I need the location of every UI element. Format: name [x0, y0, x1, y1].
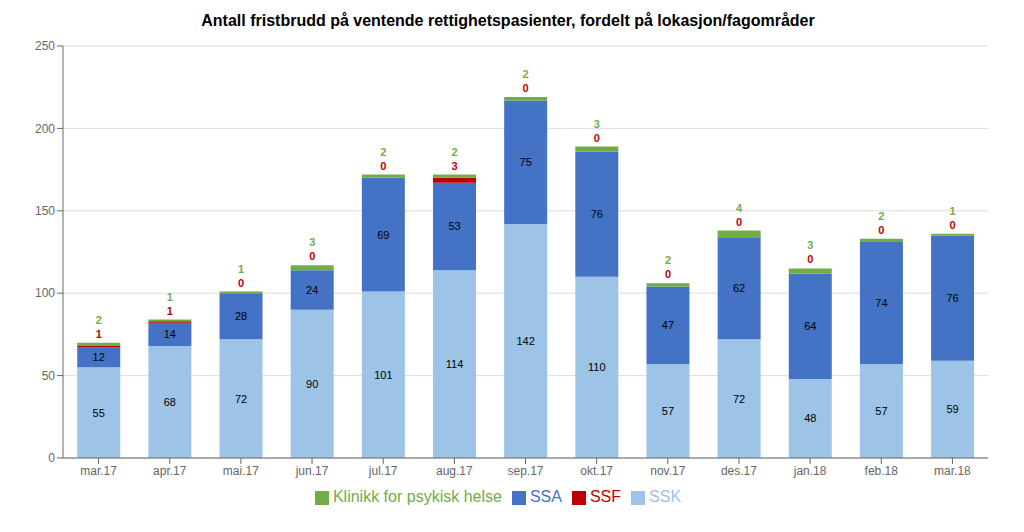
svg-text:101: 101	[374, 369, 392, 381]
svg-text:1: 1	[96, 328, 102, 340]
svg-text:jan.18: jan.18	[793, 464, 827, 478]
svg-text:apr.17: apr.17	[153, 464, 187, 478]
svg-text:69: 69	[377, 229, 389, 241]
svg-text:114: 114	[446, 358, 464, 370]
svg-text:3: 3	[451, 160, 457, 172]
svg-text:100: 100	[35, 286, 55, 300]
svg-text:200: 200	[35, 122, 55, 136]
svg-text:sep.17: sep.17	[507, 464, 543, 478]
svg-text:12: 12	[93, 351, 105, 363]
svg-text:74: 74	[875, 297, 887, 309]
svg-text:0: 0	[594, 132, 600, 144]
svg-text:0: 0	[309, 250, 315, 262]
svg-text:3: 3	[309, 236, 315, 248]
svg-text:1: 1	[167, 291, 173, 303]
svg-text:2: 2	[96, 314, 102, 326]
svg-text:110: 110	[588, 361, 606, 373]
svg-text:0: 0	[807, 253, 813, 265]
svg-text:14: 14	[164, 328, 176, 340]
svg-text:2: 2	[878, 210, 884, 222]
html-text:Klinikk for psykisk helse: Klinikk for psykisk helse	[332, 488, 502, 505]
svg-text:53: 53	[448, 220, 460, 232]
svg-text:75: 75	[520, 156, 532, 168]
svg-text:55: 55	[93, 407, 105, 419]
svg-text:57: 57	[875, 405, 887, 417]
svg-text:72: 72	[235, 393, 247, 405]
svg-text:0: 0	[878, 224, 884, 236]
svg-text:76: 76	[591, 208, 603, 220]
svg-text:0: 0	[950, 219, 956, 231]
svg-text:76: 76	[946, 292, 958, 304]
svg-text:3: 3	[594, 118, 600, 130]
svg-text:2: 2	[665, 254, 671, 266]
svg-text:150: 150	[35, 204, 55, 218]
svg-text:1: 1	[167, 305, 173, 317]
svg-text:0: 0	[380, 160, 386, 172]
svg-text:0: 0	[665, 268, 671, 280]
svg-text:90: 90	[306, 378, 318, 390]
svg-text:2: 2	[451, 146, 457, 158]
svg-text:feb.18: feb.18	[865, 464, 899, 478]
svg-text:4: 4	[736, 202, 743, 214]
svg-text:mai.17: mai.17	[223, 464, 259, 478]
svg-text:50: 50	[42, 369, 56, 383]
svg-text:28: 28	[235, 310, 247, 322]
svg-text:0: 0	[238, 277, 244, 289]
svg-text:nov.17: nov.17	[650, 464, 685, 478]
html-text:Antall fristbrudd på ventende: Antall fristbrudd på ventende rettighets…	[201, 12, 815, 29]
html-text:SSA: SSA	[529, 488, 562, 505]
svg-text:jul.17: jul.17	[368, 464, 398, 478]
svg-text:des.17: des.17	[721, 464, 757, 478]
svg-text:72: 72	[733, 393, 745, 405]
svg-text:142: 142	[516, 335, 534, 347]
html-text:SSK: SSK	[649, 488, 681, 505]
svg-text:2: 2	[380, 146, 386, 158]
svg-text:jun.17: jun.17	[295, 464, 329, 478]
svg-text:48: 48	[804, 412, 816, 424]
svg-text:aug.17: aug.17	[436, 464, 473, 478]
svg-text:62: 62	[733, 282, 745, 294]
svg-text:64: 64	[804, 320, 816, 332]
svg-text:1: 1	[950, 205, 956, 217]
svg-text:mar.18: mar.18	[934, 464, 971, 478]
svg-text:68: 68	[164, 396, 176, 408]
svg-text:250: 250	[35, 39, 55, 53]
svg-text:59: 59	[946, 403, 958, 415]
svg-text:okt.17: okt.17	[580, 464, 613, 478]
svg-text:0: 0	[736, 216, 742, 228]
svg-text:0: 0	[48, 451, 55, 465]
svg-text:57: 57	[662, 405, 674, 417]
svg-text:mar.17: mar.17	[80, 464, 117, 478]
svg-text:47: 47	[662, 319, 674, 331]
html-text:SSF: SSF	[589, 488, 621, 505]
svg-text:2: 2	[523, 68, 529, 80]
svg-text:24: 24	[306, 284, 318, 296]
svg-text:1: 1	[238, 263, 244, 275]
svg-text:3: 3	[807, 239, 813, 251]
svg-text:0: 0	[523, 82, 529, 94]
